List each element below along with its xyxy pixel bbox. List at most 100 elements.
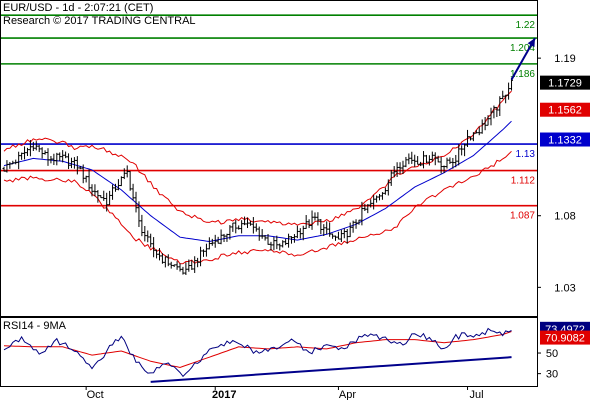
price-bar xyxy=(334,235,338,241)
price-bar xyxy=(210,238,214,246)
price-bar xyxy=(245,217,249,229)
price-y-tick-label: 1.19 xyxy=(554,53,575,65)
price-bar xyxy=(207,237,211,250)
price-bar xyxy=(213,234,217,248)
price-bar xyxy=(489,107,493,126)
price-bar xyxy=(378,193,382,201)
rsi-badge xyxy=(540,330,590,345)
price-bar xyxy=(58,152,62,162)
price-bar xyxy=(178,263,182,272)
price-bar xyxy=(480,119,484,134)
price-bar xyxy=(310,210,314,230)
level-label: 1.112 xyxy=(511,176,536,187)
price-bar xyxy=(292,234,296,243)
price-bar xyxy=(295,225,299,239)
price-bar xyxy=(422,151,426,169)
price-bar xyxy=(28,140,32,157)
price-bar xyxy=(445,157,449,169)
price-bar xyxy=(436,155,440,163)
level-label: 1.186 xyxy=(510,69,535,80)
price-bar xyxy=(181,266,185,275)
x-axis-tick-label: Jul xyxy=(469,389,483,400)
price-y-tick-label: 1.08 xyxy=(554,211,575,223)
price-bar xyxy=(125,165,129,178)
x-axis: Oct 2017 Apr Jul xyxy=(85,386,484,400)
price-bar xyxy=(498,96,502,117)
price-bar xyxy=(260,228,264,239)
price-bar xyxy=(471,132,475,142)
price-bar xyxy=(240,220,244,234)
price-bar xyxy=(72,157,76,169)
price-badge xyxy=(540,75,590,90)
price-bar xyxy=(199,246,203,267)
price-bar xyxy=(266,234,270,245)
price-bar xyxy=(99,195,103,199)
price-bar xyxy=(52,153,56,165)
price-bar xyxy=(196,257,200,268)
price-bar xyxy=(152,237,156,258)
rsi-line xyxy=(3,327,512,378)
price-bar xyxy=(433,152,437,166)
price-bar xyxy=(395,162,399,177)
price-bar xyxy=(442,165,446,174)
price-bar xyxy=(298,228,302,239)
price-bar xyxy=(11,160,15,165)
price-bar xyxy=(495,106,499,117)
price-bar xyxy=(61,150,65,163)
price-bar xyxy=(439,156,443,174)
price-bar xyxy=(254,223,258,232)
price-bar xyxy=(424,154,428,164)
price-bar xyxy=(2,166,6,172)
moving-average-line xyxy=(3,120,512,243)
projection-arrow-head xyxy=(527,38,535,48)
price-bar xyxy=(93,184,97,197)
price-bar xyxy=(69,157,73,169)
price-bar xyxy=(105,192,109,212)
price-bar xyxy=(143,226,147,242)
price-bar xyxy=(281,240,285,248)
price-bar xyxy=(87,169,91,191)
x-axis-tick-label: Apr xyxy=(339,389,356,400)
price-bar xyxy=(40,147,44,159)
price-y-tick-label: 1.03 xyxy=(554,282,575,294)
price-bar xyxy=(510,77,514,91)
price-bar xyxy=(20,152,24,160)
price-bar xyxy=(149,233,153,248)
price-bar xyxy=(322,224,326,237)
price-bar xyxy=(102,190,106,201)
price-bar xyxy=(187,259,191,272)
price-bar xyxy=(5,160,9,173)
bollinger-upper-line xyxy=(3,90,512,226)
level-label: 1.204 xyxy=(510,43,535,54)
price-panel-frame xyxy=(0,0,538,317)
price-bar xyxy=(8,161,12,169)
price-bar xyxy=(243,216,247,226)
price-bar xyxy=(313,212,317,221)
price-badge-label: 1.1729 xyxy=(548,78,582,90)
price-bar xyxy=(468,136,472,141)
price-bar xyxy=(454,154,458,168)
rsi-ma-line xyxy=(3,331,512,369)
price-bar xyxy=(357,219,361,225)
x-axis-tick-label: Oct xyxy=(87,389,104,400)
price-bar xyxy=(463,143,467,157)
price-bar xyxy=(225,233,229,242)
price-bar xyxy=(163,256,167,268)
price-bar xyxy=(193,256,197,273)
price-bar xyxy=(389,169,393,186)
price-bar xyxy=(416,156,420,165)
price-bar xyxy=(287,233,291,248)
price-bar xyxy=(81,164,85,184)
price-bar xyxy=(413,154,417,167)
price-bar xyxy=(284,238,288,246)
bollinger-lower-line xyxy=(3,150,512,265)
price-bar xyxy=(401,160,405,175)
price-bar xyxy=(111,184,115,200)
price-bar xyxy=(228,225,232,240)
price-bar xyxy=(386,179,390,196)
price-bar xyxy=(160,253,164,264)
price-bar xyxy=(234,219,238,234)
price-bar xyxy=(483,116,487,131)
price-bar xyxy=(363,203,367,212)
